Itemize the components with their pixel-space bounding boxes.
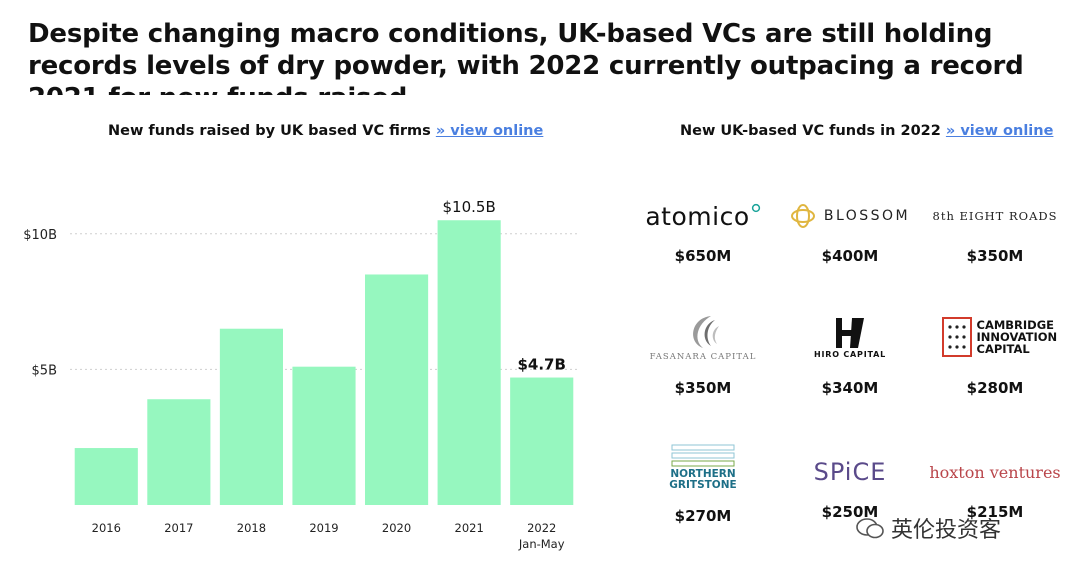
bar [437, 220, 501, 505]
funds-subtitle: New UK-based VC funds in 2022 » view onl… [680, 123, 1053, 139]
hiro-mark-icon [836, 317, 864, 348]
fund-amount: $350M [966, 247, 1024, 265]
fund-cambridge: CAMBRIDGE INNOVATION CAPITAL $280M [920, 307, 1070, 397]
watermark-text: 英伦投资客 [891, 518, 1002, 543]
fund-amount: $350M [674, 379, 732, 397]
headline: Despite changing macro conditions, UK-ba… [28, 19, 1024, 113]
funds-panel: New UK-based VC funds in 2022 » view onl… [610, 95, 1080, 575]
data-label: $4.7B [517, 356, 565, 374]
x-tick-label: 2020 [382, 521, 411, 535]
fund-hoxton: hoxton ventures $215M [920, 447, 1070, 522]
chart-subtitle: New funds raised by UK based VC firms » … [108, 123, 543, 139]
bar [74, 448, 138, 505]
atomico-logo: atomico [628, 191, 778, 241]
header: Despite changing macro conditions, UK-ba… [0, 0, 1080, 113]
gritstone-lines-icon [671, 444, 735, 467]
bar [147, 399, 211, 505]
bar [365, 274, 429, 505]
bar [219, 328, 283, 505]
chart-view-online-link[interactable]: » view online [435, 123, 544, 139]
x-tick-label: 2018 [237, 521, 266, 535]
blossom-logo: BLOSSOM [775, 191, 925, 241]
eight-roads-logo: 8th EIGHT ROADS [932, 209, 1058, 223]
fund-amount: $280M [966, 379, 1024, 397]
funds-subtitle-text: New UK-based VC funds in 2022 [680, 123, 941, 139]
fund-amount: $400M [821, 247, 879, 265]
fund-amount: $215M [966, 503, 1024, 521]
y-tick-label: $10B [23, 228, 57, 243]
cambridge-innovation-logo: CAMBRIDGE INNOVATION CAPITAL [920, 307, 1070, 367]
fund-amount: $270M [674, 507, 732, 525]
fund-northern-gritstone: NORTHERN GRITSTONE $270M [628, 435, 778, 525]
data-label: $10.5B [443, 198, 496, 216]
x-tick-sublabel: Jan-May [518, 537, 565, 551]
watermark: 英伦投资客 [855, 512, 1001, 544]
chart-panel: New funds raised by UK based VC firms » … [0, 95, 610, 575]
fund-spice: SPiCE $250M [775, 447, 925, 521]
bar [510, 377, 574, 505]
x-tick-label: 2021 [455, 521, 484, 535]
northern-gritstone-logo: NORTHERN GRITSTONE [628, 435, 778, 499]
fund-amount: $250M [821, 503, 879, 521]
x-tick-label: 2019 [309, 521, 338, 535]
spice-logo: SPiCE [813, 458, 887, 486]
hiro-logo: HIRO CAPITAL [775, 307, 925, 367]
fund-atomico: atomico $650M [628, 191, 778, 265]
hoxton-ventures-logo: hoxton ventures [929, 462, 1061, 482]
x-tick-label: 2022 [527, 521, 556, 535]
x-tick-label: 2017 [164, 521, 193, 535]
fasanara-logo: FASANARA CAPITAL [628, 307, 778, 367]
y-tick-label: $5B [32, 363, 57, 378]
chart-subtitle-text: New funds raised by UK based VC firms [108, 123, 431, 139]
fund-eight-roads: 8th EIGHT ROADS $350M [920, 191, 1070, 265]
blossom-icon [790, 204, 815, 228]
fund-fasanara: FASANARA CAPITAL $350M [628, 307, 778, 397]
chat-bubble-icon [856, 518, 884, 539]
fasanara-swirl-icon [693, 316, 719, 348]
x-tick-label: 2016 [92, 521, 121, 535]
bar [292, 366, 356, 505]
cambridge-grid-icon [941, 317, 972, 357]
fund-amount: $650M [674, 247, 732, 265]
fund-amount: $340M [821, 379, 879, 397]
funds-view-online-link[interactable]: » view online [945, 123, 1054, 139]
bar-chart: $5B $10B 2016 2017 2018 2019 2020 $10.5B 2021 $4.… [23, 198, 578, 551]
fund-blossom: BLOSSOM $400M [775, 191, 925, 265]
fund-hiro: HIRO CAPITAL $340M [775, 307, 925, 397]
